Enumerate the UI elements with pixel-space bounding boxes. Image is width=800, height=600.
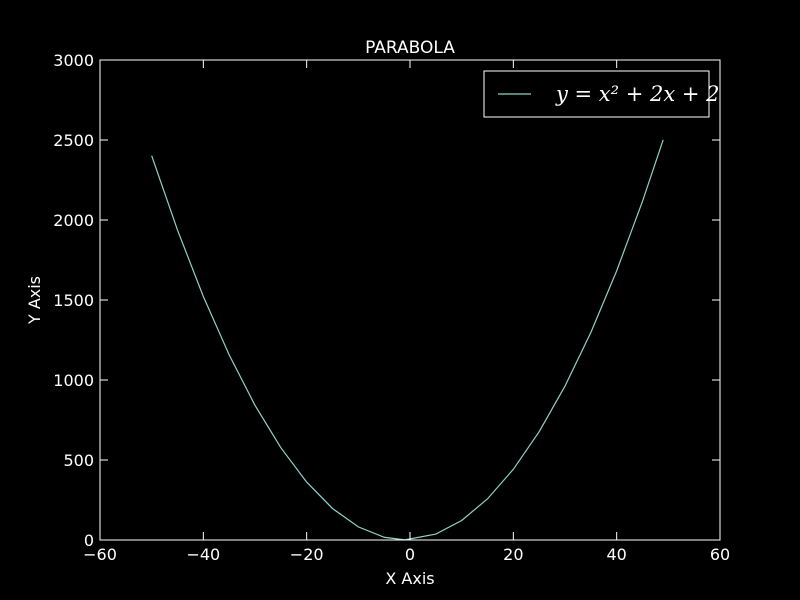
x-tick-label: 20 xyxy=(503,545,523,564)
plot-frame xyxy=(99,59,721,541)
legend-label: y = x² + 2x + 2 xyxy=(555,82,720,106)
x-tick-label: 0 xyxy=(405,545,415,564)
x-axis-label: X Axis xyxy=(385,569,434,588)
legend: y = x² + 2x + 2 xyxy=(483,70,720,118)
x-tick-label: 60 xyxy=(710,545,730,564)
series-line-0 xyxy=(151,139,664,541)
x-tick-label: 40 xyxy=(606,545,626,564)
x-tick-label: −60 xyxy=(83,545,117,564)
y-tick-label: 1000 xyxy=(53,371,94,390)
y-tick-label: 0 xyxy=(84,531,94,550)
y-axis-label: Y Axis xyxy=(25,276,44,325)
y-tick-label: 3000 xyxy=(53,51,94,70)
y-tick-label: 2500 xyxy=(53,131,94,150)
x-tick-label: −40 xyxy=(186,545,220,564)
x-tick-label: −20 xyxy=(290,545,324,564)
y-tick-label: 1500 xyxy=(53,291,94,310)
y-tick-label: 2000 xyxy=(53,211,94,230)
y-tick-label: 500 xyxy=(63,451,94,470)
chart-title: PARABOLA xyxy=(365,38,455,58)
